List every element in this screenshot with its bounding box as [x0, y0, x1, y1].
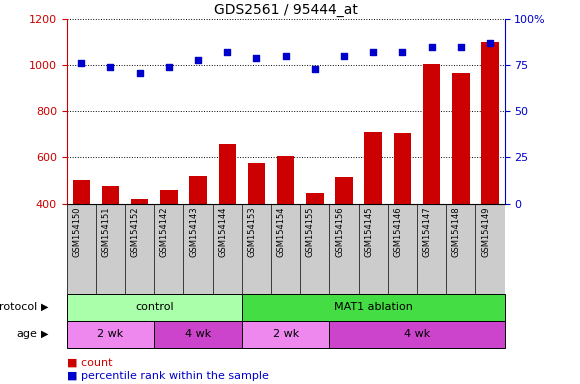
Text: GSM154150: GSM154150	[72, 206, 81, 257]
Text: GSM154151: GSM154151	[102, 206, 110, 257]
Point	[398, 49, 407, 55]
Text: GSM154146: GSM154146	[393, 206, 403, 257]
Bar	[242, 294, 505, 321]
Bar	[160, 190, 177, 296]
Bar	[131, 199, 148, 296]
Text: GSM154142: GSM154142	[160, 206, 169, 257]
Point	[310, 66, 320, 72]
Point	[223, 49, 232, 55]
Text: GSM154143: GSM154143	[189, 206, 198, 257]
Text: 4 wk: 4 wk	[185, 329, 211, 339]
Bar	[219, 144, 236, 296]
Text: GSM154154: GSM154154	[277, 206, 286, 257]
Text: 4 wk: 4 wk	[404, 329, 430, 339]
Text: age: age	[17, 329, 38, 339]
Text: ▶: ▶	[41, 302, 49, 312]
Bar	[364, 132, 382, 296]
Text: GSM154156: GSM154156	[335, 206, 344, 257]
Bar	[277, 156, 295, 296]
Bar	[481, 42, 499, 296]
Bar	[452, 73, 470, 296]
Bar	[67, 321, 154, 348]
Text: GSM154155: GSM154155	[306, 206, 315, 257]
Point	[339, 53, 349, 59]
Bar	[423, 64, 440, 296]
Bar	[72, 180, 90, 296]
Point	[193, 57, 203, 63]
Point	[456, 44, 466, 50]
Bar	[306, 193, 324, 296]
Point	[281, 53, 291, 59]
Point	[106, 64, 115, 70]
Point	[135, 70, 144, 76]
Point	[485, 40, 495, 46]
Bar	[189, 176, 207, 296]
Text: 2 wk: 2 wk	[97, 329, 124, 339]
Text: GSM154144: GSM154144	[218, 206, 227, 257]
Text: ■ percentile rank within the sample: ■ percentile rank within the sample	[67, 371, 269, 381]
Bar	[329, 321, 505, 348]
Point	[369, 49, 378, 55]
Point	[77, 60, 86, 66]
Text: GSM154148: GSM154148	[452, 206, 461, 257]
Title: GDS2561 / 95444_at: GDS2561 / 95444_at	[213, 3, 358, 17]
Text: protocol: protocol	[0, 302, 38, 312]
Bar	[335, 177, 353, 296]
Text: GSM154149: GSM154149	[481, 206, 490, 257]
Bar	[394, 133, 411, 296]
Point	[427, 44, 436, 50]
Text: GSM154145: GSM154145	[364, 206, 374, 257]
Text: ▶: ▶	[41, 329, 49, 339]
Text: GSM154153: GSM154153	[248, 206, 256, 257]
Bar	[242, 321, 329, 348]
Text: GSM154147: GSM154147	[423, 206, 432, 257]
Bar	[248, 163, 265, 296]
Text: GSM154152: GSM154152	[130, 206, 140, 257]
Text: ■ count: ■ count	[67, 358, 112, 368]
Text: control: control	[135, 302, 173, 312]
Bar	[102, 186, 119, 296]
Point	[164, 64, 173, 70]
Bar	[154, 321, 242, 348]
Text: MAT1 ablation: MAT1 ablation	[334, 302, 412, 312]
Point	[252, 55, 261, 61]
Text: 2 wk: 2 wk	[273, 329, 299, 339]
Bar	[67, 294, 242, 321]
